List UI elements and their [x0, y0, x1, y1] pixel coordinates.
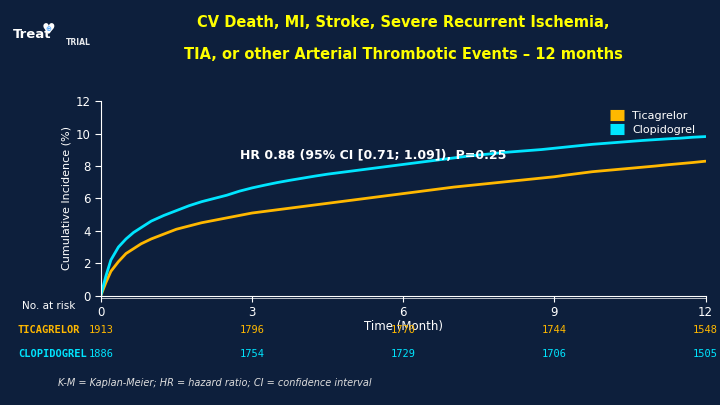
Text: TRIAL: TRIAL — [66, 38, 91, 47]
Text: TICAGRELOR: TICAGRELOR — [18, 325, 81, 335]
Text: ⊕: ⊕ — [45, 26, 51, 32]
Text: 1505: 1505 — [693, 350, 718, 359]
Text: CV Death, MI, Stroke, Severe Recurrent Ischemia,: CV Death, MI, Stroke, Severe Recurrent I… — [197, 15, 609, 30]
Legend: Ticagrelor, Clopidogrel: Ticagrelor, Clopidogrel — [606, 107, 700, 139]
Text: K-M = Kaplan-Meier; HR = hazard ratio; CI = confidence interval: K-M = Kaplan-Meier; HR = hazard ratio; C… — [58, 378, 372, 388]
Text: HR 0.88 (95% CI [0.71; 1.09]), P=0.25: HR 0.88 (95% CI [0.71; 1.09]), P=0.25 — [240, 149, 506, 162]
Text: Treat: Treat — [13, 28, 51, 41]
Text: 1886: 1886 — [89, 350, 113, 359]
Text: 1548: 1548 — [693, 325, 718, 335]
Text: TIA, or other Arterial Thrombotic Events – 12 months: TIA, or other Arterial Thrombotic Events… — [184, 47, 623, 62]
Text: 1754: 1754 — [240, 350, 264, 359]
Text: CLOPIDOGREL: CLOPIDOGREL — [18, 350, 86, 359]
Text: 1729: 1729 — [391, 350, 415, 359]
Text: 1744: 1744 — [542, 325, 567, 335]
Text: 1770: 1770 — [391, 325, 415, 335]
Text: Time (Month): Time (Month) — [364, 320, 443, 333]
Text: 1913: 1913 — [89, 325, 113, 335]
Text: 1796: 1796 — [240, 325, 264, 335]
Text: No. at risk: No. at risk — [22, 301, 75, 311]
Text: 1706: 1706 — [542, 350, 567, 359]
Text: ♥: ♥ — [42, 21, 55, 37]
Y-axis label: Cumulative Incidence (%): Cumulative Incidence (%) — [61, 126, 71, 271]
